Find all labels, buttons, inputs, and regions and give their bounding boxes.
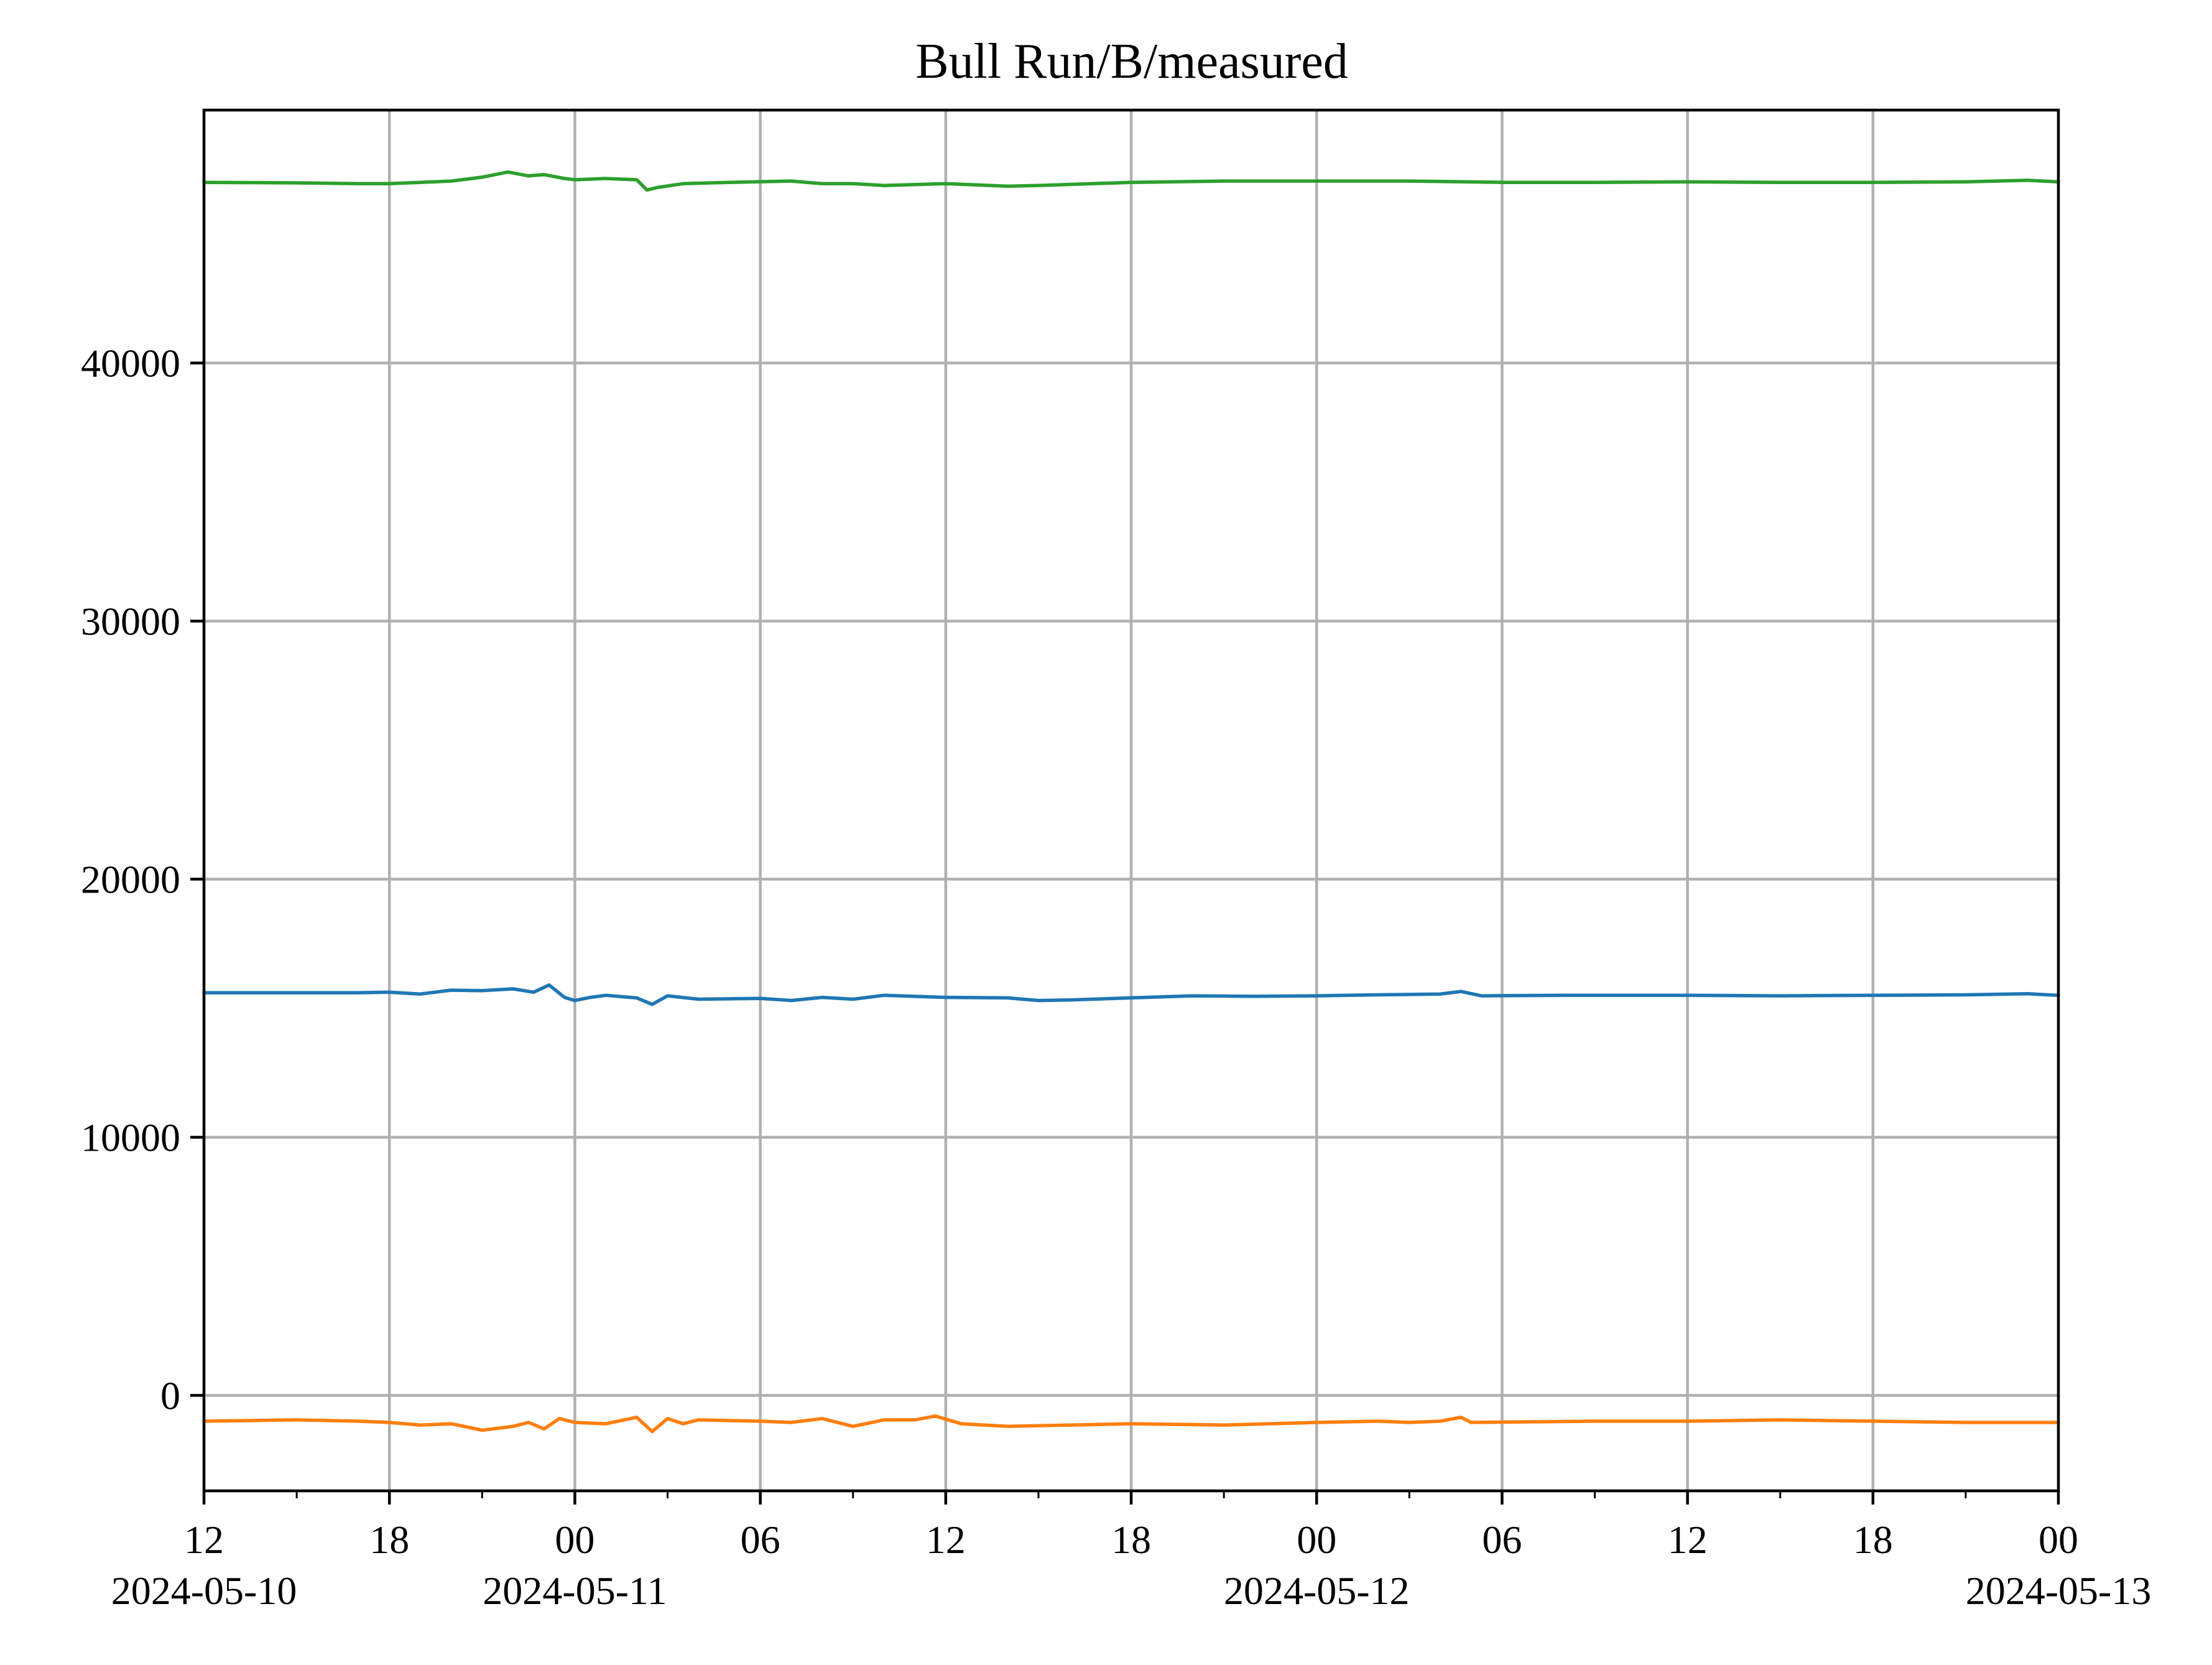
series-line-3: [202, 170, 2060, 192]
series-line-2: [202, 1414, 2060, 1434]
chart-title: Bull Run/B/measured: [915, 34, 1348, 89]
x-date-label: 2024-05-11: [483, 1569, 667, 1613]
series-line-1: [202, 983, 2060, 1006]
series-group: [202, 170, 2060, 1434]
x-tick-label: 00: [1297, 1518, 1336, 1562]
y-tick-label: 20000: [81, 858, 180, 902]
y-tick-label: 30000: [81, 600, 180, 644]
x-tick-label: 00: [555, 1518, 595, 1562]
x-tick-label: 12: [926, 1518, 966, 1562]
x-tick-label: 06: [1482, 1518, 1522, 1562]
x-tick-label: 12: [1668, 1518, 1708, 1562]
x-tick-label: 12: [184, 1518, 224, 1562]
x-tick-label: 06: [741, 1518, 780, 1562]
x-date-label: 2024-05-10: [111, 1569, 297, 1613]
x-date-label: 2024-05-13: [1966, 1569, 2152, 1613]
x-tick-label: 00: [2038, 1518, 2078, 1562]
x-tick-label: 18: [369, 1518, 409, 1562]
axes: 12 2024-05-10 18 00 2024-05-11 06 12 18 00 2024-0…: [81, 341, 2151, 1613]
y-tick-label: 40000: [81, 341, 180, 386]
x-date-label: 2024-05-12: [1224, 1569, 1410, 1613]
y-tick-label: 0: [160, 1373, 180, 1417]
x-tick-label: 18: [1111, 1518, 1151, 1562]
y-tick-label: 10000: [81, 1116, 180, 1160]
x-tick-label: 18: [1853, 1518, 1893, 1562]
